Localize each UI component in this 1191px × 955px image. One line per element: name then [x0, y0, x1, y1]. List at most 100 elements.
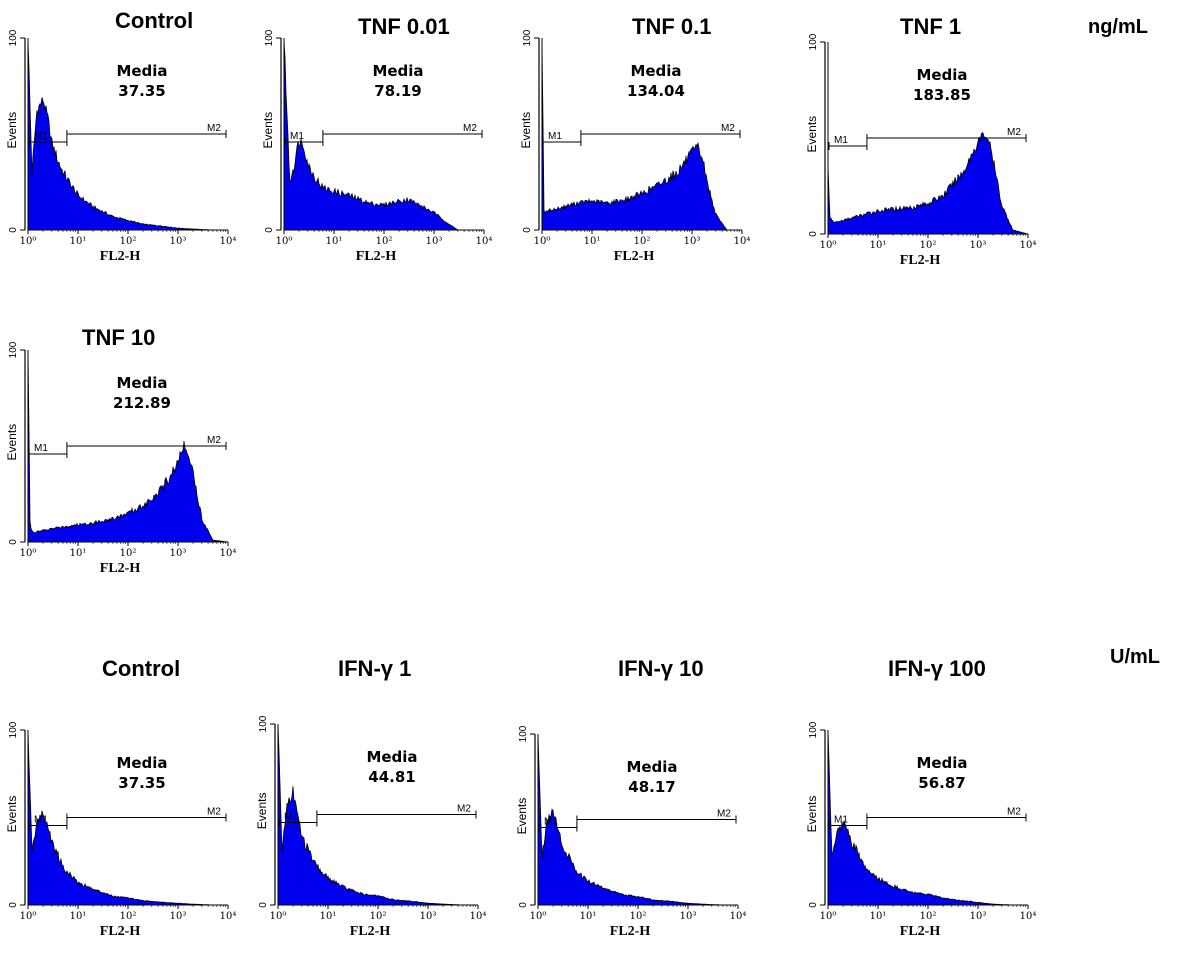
- marker-m2-label: M2: [463, 123, 477, 134]
- x-tick-label: 10³: [970, 240, 987, 251]
- y-tick-label: 0: [808, 902, 819, 908]
- x-tick-label: 10⁴: [470, 911, 487, 922]
- y-tick-label: 0: [518, 902, 529, 908]
- x-tick-label: 10⁴: [734, 236, 751, 247]
- units-tnf: ng/mL: [1088, 16, 1148, 38]
- histogram-panel-ifn-10: 0 100 Events 10⁰ 10¹ 10² 10³ 10⁴ FL2-H Media 48.17…: [515, 725, 747, 939]
- x-axis-label: FL2-H: [100, 249, 141, 264]
- y-tick-label: 0: [808, 231, 819, 237]
- marker-m1-label: M1: [284, 812, 298, 823]
- x-tick-label: 10³: [970, 911, 987, 922]
- units-ifn: U/mL: [1110, 646, 1160, 668]
- x-tick-label: 10⁴: [1020, 240, 1037, 251]
- marker-m2-label: M2: [207, 123, 221, 134]
- x-tick-label: 10¹: [326, 236, 343, 247]
- x-axis-label: FL2-H: [614, 249, 655, 264]
- x-tick-label: 10⁰: [20, 548, 37, 559]
- y-tick-label: 100: [8, 721, 19, 738]
- x-tick-label: 10⁴: [220, 548, 237, 559]
- histogram-area: [827, 729, 1028, 906]
- panel-title-control-ifn: Control: [102, 656, 181, 681]
- marker-m2-label: M2: [207, 435, 221, 446]
- median-label: Media: [626, 758, 677, 776]
- median-label: Media: [372, 62, 423, 80]
- x-tick-label: 10¹: [584, 236, 601, 247]
- x-tick-label: 10⁴: [730, 911, 747, 922]
- y-axis-label: Events: [5, 796, 19, 833]
- x-tick-label: 10²: [376, 236, 393, 247]
- histogram-panel-ifn-100: 0 100 Events 10⁰ 10¹ 10² 10³ 10⁴ FL2-H Media 56.87…: [805, 721, 1037, 939]
- x-tick-label: 10³: [170, 911, 187, 922]
- x-axis-label: FL2-H: [356, 249, 397, 264]
- y-tick-label: 0: [258, 902, 269, 908]
- x-axis-label: FL2-H: [350, 924, 391, 939]
- marker-m2-label: M2: [1007, 127, 1021, 138]
- histogram-panel-tnf-1: 0 100 Events 10⁰ 10¹ 10² 10³ 10⁴ FL2-H Media 183.8…: [805, 33, 1037, 268]
- y-axis-label: Events: [805, 116, 819, 153]
- x-tick-label: 10¹: [70, 548, 87, 559]
- median-value: 37.35: [118, 774, 165, 792]
- marker-m2-label: M2: [457, 804, 471, 815]
- x-tick-label: 10²: [920, 911, 937, 922]
- marker-m2-label: M2: [1007, 807, 1021, 818]
- marker-m1-label: M1: [834, 815, 848, 826]
- x-tick-label: 10²: [634, 236, 651, 247]
- x-tick-label: 10⁰: [276, 236, 293, 247]
- y-tick-label: 100: [8, 29, 19, 46]
- x-tick-label: 10⁴: [476, 236, 493, 247]
- y-tick-label: 0: [264, 227, 275, 233]
- y-axis-label: Events: [805, 796, 819, 833]
- x-tick-label: 10²: [630, 911, 647, 922]
- y-axis-label: Events: [255, 793, 269, 830]
- y-tick-label: 100: [808, 721, 819, 738]
- x-tick-label: 10⁰: [270, 911, 287, 922]
- marker-m1-label: M1: [544, 817, 558, 828]
- y-axis-label: Events: [5, 424, 19, 461]
- median-label: Media: [116, 374, 167, 392]
- x-tick-label: 10³: [420, 911, 437, 922]
- histogram-panel-tnf-10: 0 100 Events 10⁰ 10¹ 10² 10³ 10⁴ FL2-H Media 212.8…: [5, 341, 237, 576]
- x-tick-label: 10⁴: [220, 236, 237, 247]
- median-value: 134.04: [627, 82, 685, 100]
- y-axis-label: Events: [515, 798, 529, 835]
- y-tick-label: 0: [522, 227, 533, 233]
- x-tick-label: 10⁰: [534, 236, 551, 247]
- histogram-area: [283, 40, 484, 231]
- median-label: Media: [116, 754, 167, 772]
- marker-m2-label: M2: [207, 807, 221, 818]
- median-label: Media: [916, 66, 967, 84]
- histogram-panel-control-tnf: 0 100 Events 10⁰ 10¹ 10² 10³ 10⁴ FL2-H Media 37.35…: [5, 29, 237, 264]
- panel-title-ifn-10: IFN-γ 10: [618, 656, 704, 681]
- x-tick-label: 10⁰: [20, 911, 37, 922]
- median-value: 56.87: [918, 774, 965, 792]
- x-tick-label: 10⁰: [820, 240, 837, 251]
- x-tick-label: 10⁰: [20, 236, 37, 247]
- y-tick-label: 100: [518, 725, 529, 742]
- median-value: 78.19: [374, 82, 421, 100]
- histogram-area: [277, 723, 478, 906]
- panel-title-tnf-001: TNF 0.01: [358, 14, 450, 39]
- histogram-area: [27, 349, 229, 543]
- panel-title-ifn-1: IFN-γ 1: [338, 656, 412, 681]
- x-tick-label: 10²: [920, 240, 937, 251]
- panel-title-ifn-100: IFN-γ 100: [888, 656, 986, 681]
- y-tick-label: 100: [522, 29, 533, 46]
- x-tick-label: 10²: [370, 911, 387, 922]
- x-tick-label: 10²: [120, 236, 137, 247]
- panel-title-tnf-1: TNF 1: [900, 14, 962, 39]
- x-tick-label: 10⁴: [1020, 911, 1037, 922]
- y-tick-label: 0: [8, 227, 19, 233]
- histogram-area: [27, 729, 228, 906]
- x-tick-label: 10⁰: [530, 911, 547, 922]
- median-value: 48.17: [628, 778, 675, 796]
- x-tick-label: 10³: [170, 548, 187, 559]
- marker-m1-label: M1: [548, 131, 562, 142]
- marker-m2-label: M2: [717, 809, 731, 820]
- x-axis-label: FL2-H: [900, 253, 941, 268]
- y-tick-label: 100: [8, 341, 19, 358]
- histogram-panel-tnf-01: 0 100 Events 10⁰ 10¹ 10² 10³ 10⁴ FL2-H Media 134.0…: [519, 29, 751, 264]
- median-value: 37.35: [118, 82, 165, 100]
- x-tick-label: 10¹: [320, 911, 337, 922]
- marker-m2-label: M2: [721, 123, 735, 134]
- panel-title-tnf-10: TNF 10: [82, 325, 156, 350]
